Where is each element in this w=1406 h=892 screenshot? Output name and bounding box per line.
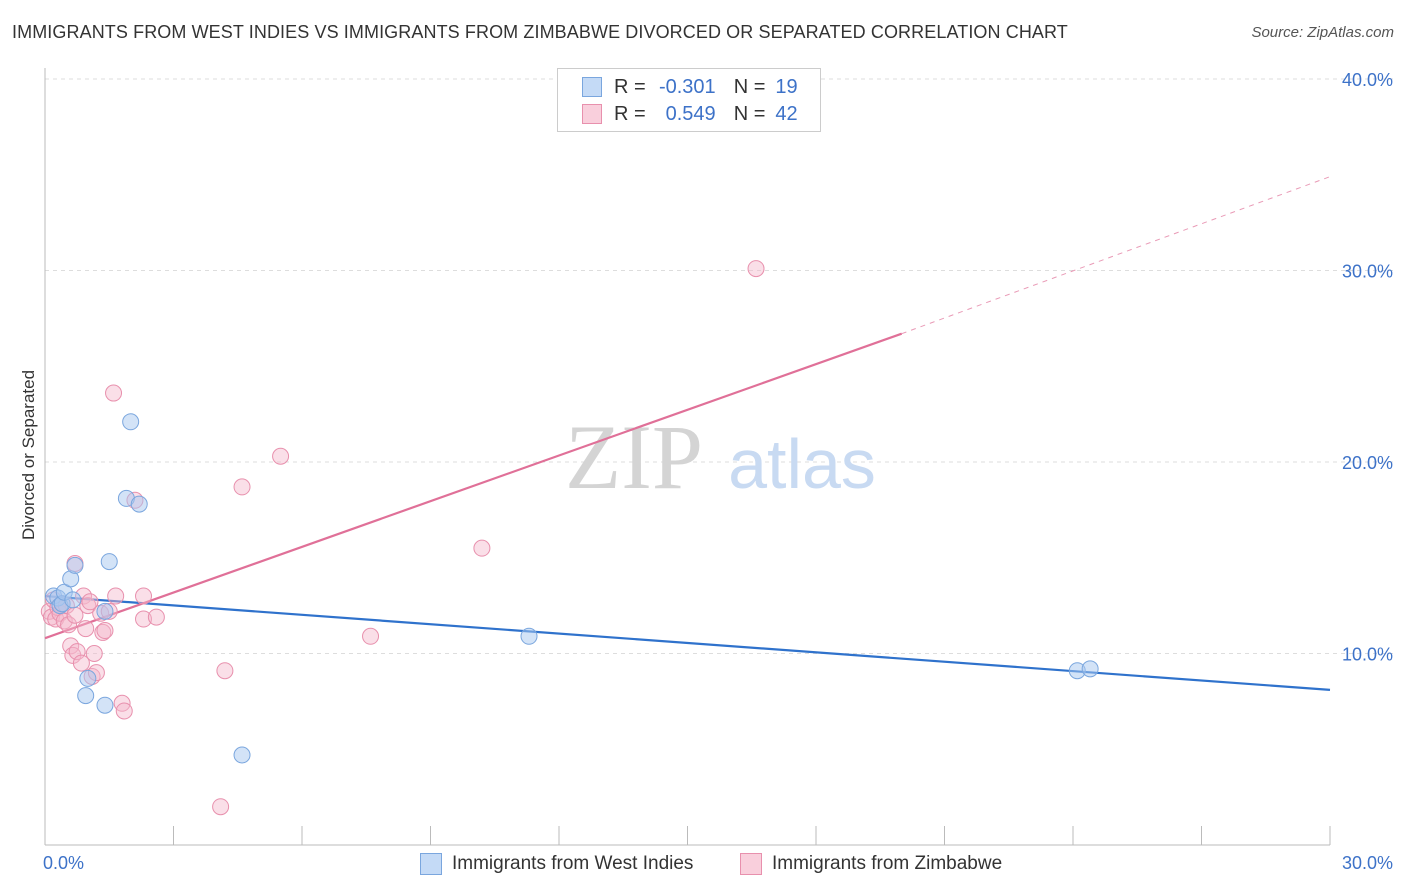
legend-n-label: N =: [733, 75, 766, 98]
series-legend-zimbabwe: Immigrants from Zimbabwe: [740, 851, 1002, 877]
data-point-zimbabwe: [272, 447, 290, 465]
data-point-zimbabwe: [107, 587, 125, 605]
trend-line-zimbabwe: [44, 332, 903, 640]
chart-title: IMMIGRANTS FROM WEST INDIES VS IMMIGRANT…: [12, 22, 1068, 42]
data-point-west-indies: [122, 413, 140, 431]
data-point-west-indies: [64, 591, 82, 609]
data-point-west-indies: [233, 746, 251, 764]
data-point-west-indies: [79, 669, 97, 687]
legend-r-label: R =: [614, 75, 646, 98]
data-point-zimbabwe: [216, 662, 234, 680]
watermark: ZIP atlas: [565, 406, 876, 508]
watermark-atlas: atlas: [728, 425, 876, 503]
series-swatch-pink: [740, 853, 762, 875]
x-tick-label: 30.0%: [1342, 853, 1393, 873]
data-point-zimbabwe: [105, 384, 123, 402]
data-point-zimbabwe: [77, 620, 95, 638]
legend-r-value: 0.549: [665, 102, 716, 125]
data-point-west-indies: [100, 553, 118, 571]
series-label-zimbabwe: Immigrants from Zimbabwe: [772, 853, 1003, 874]
y-tick-label: 40.0%: [1342, 70, 1393, 90]
axes: [44, 68, 1331, 846]
data-point-west-indies: [130, 495, 148, 513]
data-point-west-indies: [1081, 660, 1099, 678]
legend-r-value: -0.301: [658, 75, 716, 98]
data-point-west-indies: [77, 687, 95, 705]
data-point-zimbabwe: [60, 616, 78, 634]
y-tick-label: 20.0%: [1342, 453, 1393, 473]
data-point-zimbabwe: [94, 623, 112, 641]
data-point-west-indies: [96, 602, 114, 620]
trend-lines: [44, 176, 1331, 691]
stats-legend: R = -0.301 N = 19 R = 0.549 N = 42: [557, 68, 821, 132]
legend-r-label: R =: [614, 102, 646, 125]
data-point-zimbabwe: [747, 260, 765, 278]
legend-n-label: N =: [733, 102, 766, 125]
data-point-zimbabwe: [115, 702, 133, 720]
data-point-west-indies: [66, 556, 84, 574]
data-point-zimbabwe: [72, 654, 90, 672]
series-legend-west-indies: Immigrants from West Indies: [420, 851, 693, 877]
data-point-zimbabwe: [362, 627, 380, 645]
data-point-zimbabwe: [135, 610, 153, 628]
data-points: [40, 260, 1099, 816]
data-point-zimbabwe: [212, 798, 230, 816]
legend-swatch-blue: [582, 77, 602, 97]
legend-row-zimbabwe: R = 0.549 N = 42: [582, 103, 798, 125]
legend-row-west-indies: R = -0.301 N = 19: [582, 76, 798, 98]
trend-line-zimbabwe-extension: [901, 176, 1331, 335]
trend-line-west-indies: [44, 594, 1331, 691]
data-point-zimbabwe: [96, 622, 114, 640]
data-point-zimbabwe: [135, 587, 153, 605]
series-label-west-indies: Immigrants from West Indies: [452, 853, 694, 874]
source-label: Source: ZipAtlas.com: [1251, 24, 1394, 41]
data-point-zimbabwe: [85, 645, 103, 662]
data-point-zimbabwe: [233, 478, 251, 496]
watermark-zip: ZIP: [565, 406, 703, 508]
data-point-west-indies: [520, 627, 538, 645]
data-point-zimbabwe: [147, 608, 165, 626]
legend-swatch-pink: [582, 104, 602, 124]
legend-n-value: 42: [775, 102, 798, 125]
data-point-zimbabwe: [473, 539, 491, 557]
data-point-zimbabwe: [42, 608, 60, 626]
tick-labels: 10.0% 20.0% 30.0% 40.0% 0.0% 30.0%: [43, 70, 1393, 873]
data-point-west-indies: [96, 696, 114, 714]
y-tick-label: 10.0%: [1342, 645, 1393, 665]
legend-n-value: 19: [775, 75, 798, 98]
y-tick-label: 30.0%: [1342, 262, 1393, 282]
series-swatch-blue: [420, 853, 442, 875]
data-point-zimbabwe: [68, 643, 86, 661]
data-point-zimbabwe: [81, 593, 99, 611]
x-tick-label: 0.0%: [43, 853, 84, 873]
